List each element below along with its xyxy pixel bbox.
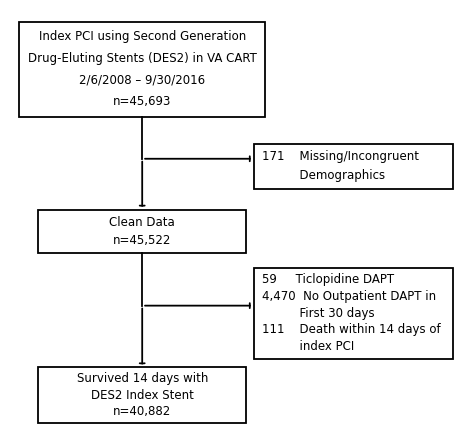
Text: n=40,882: n=40,882 xyxy=(113,405,171,418)
Text: index PCI: index PCI xyxy=(262,340,355,353)
Text: Demographics: Demographics xyxy=(262,169,385,182)
Text: n=45,693: n=45,693 xyxy=(113,95,172,108)
Bar xyxy=(38,210,246,253)
Text: First 30 days: First 30 days xyxy=(262,307,375,320)
Text: n=45,522: n=45,522 xyxy=(113,234,172,247)
Text: Index PCI using Second Generation: Index PCI using Second Generation xyxy=(38,30,246,43)
Text: 111    Death within 14 days of: 111 Death within 14 days of xyxy=(262,324,441,337)
Text: 59     Ticlopidine DAPT: 59 Ticlopidine DAPT xyxy=(262,273,394,286)
Text: Survived 14 days with: Survived 14 days with xyxy=(76,372,208,385)
Bar xyxy=(254,143,453,189)
Text: Drug-Eluting Stents (DES2) in VA CART: Drug-Eluting Stents (DES2) in VA CART xyxy=(28,52,256,65)
Text: 4,470  No Outpatient DAPT in: 4,470 No Outpatient DAPT in xyxy=(262,290,436,303)
Text: Clean Data: Clean Data xyxy=(109,216,175,229)
Text: 171    Missing/Incongruent: 171 Missing/Incongruent xyxy=(262,150,419,163)
Bar xyxy=(19,22,265,117)
Text: 2/6/2008 – 9/30/2016: 2/6/2008 – 9/30/2016 xyxy=(79,73,205,86)
Bar xyxy=(254,268,453,359)
Text: DES2 Index Stent: DES2 Index Stent xyxy=(91,389,194,402)
Bar xyxy=(38,367,246,423)
